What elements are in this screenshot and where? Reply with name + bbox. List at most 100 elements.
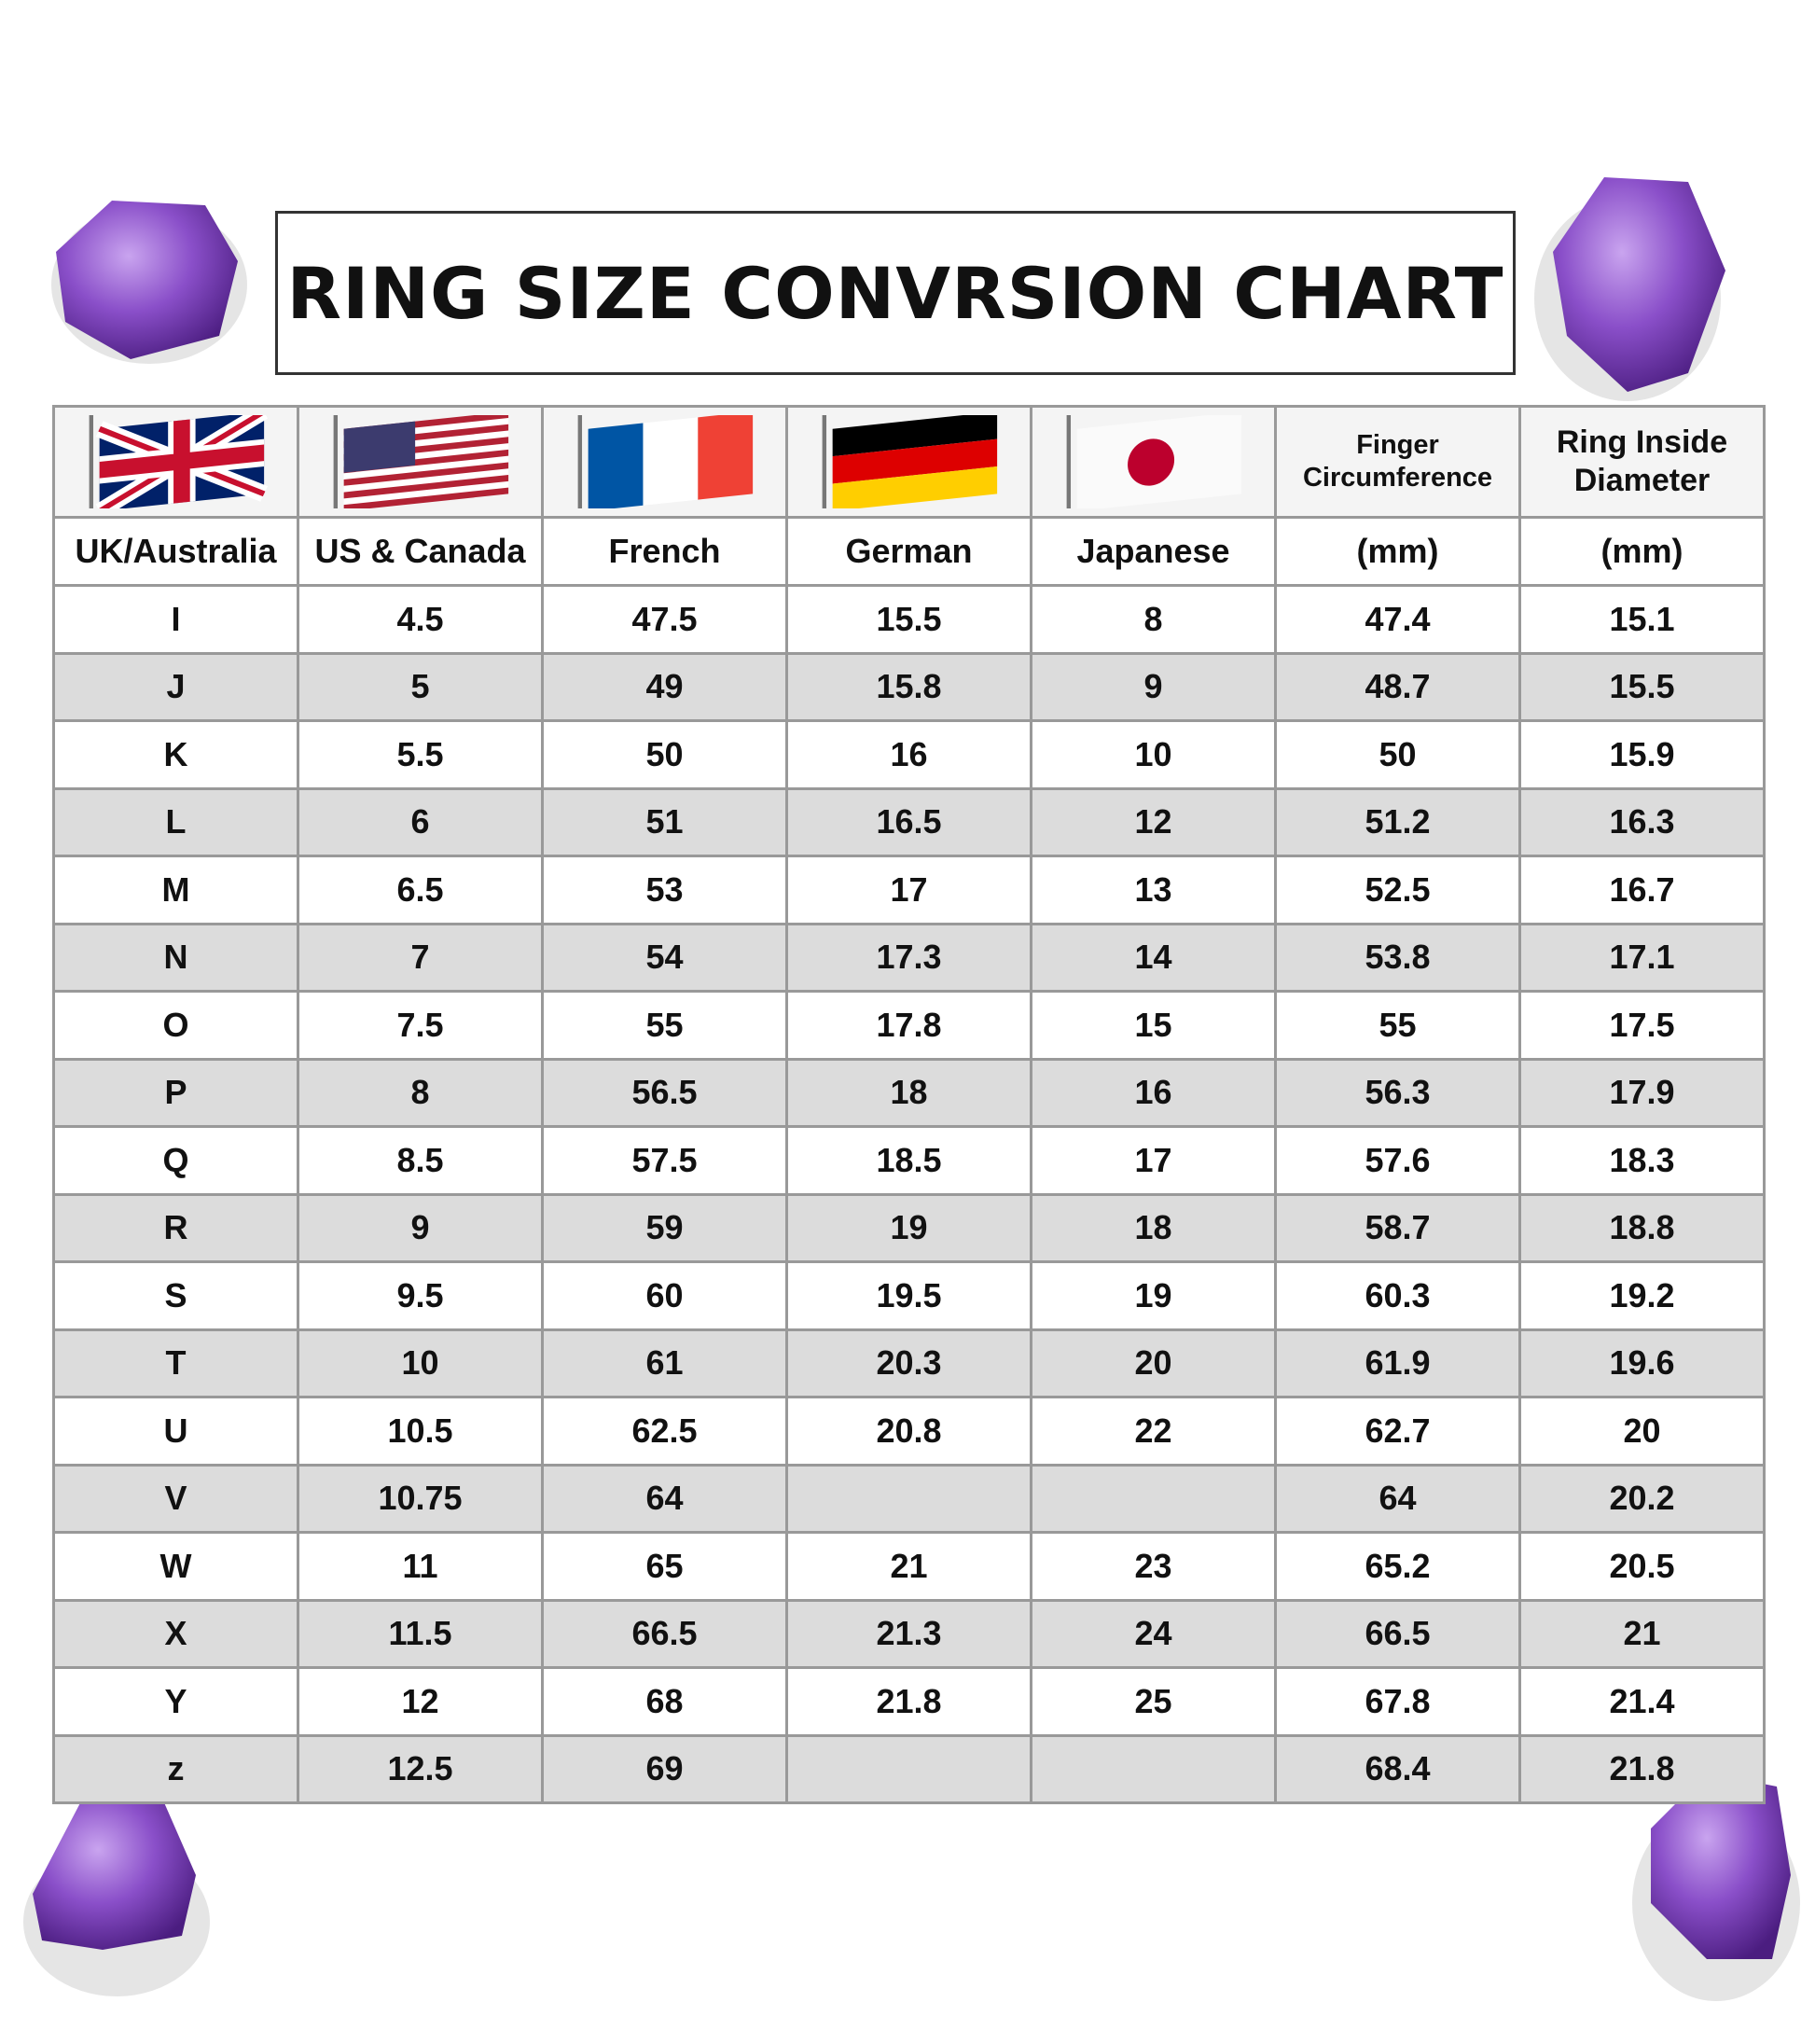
table-cell: 59 (544, 1195, 788, 1263)
table-cell: 55 (544, 993, 788, 1061)
table-cell (788, 1466, 1032, 1534)
table-cell: 15.1 (1521, 587, 1766, 655)
table-cell: 21.8 (1521, 1736, 1766, 1804)
table-cell: 15.8 (788, 654, 1032, 722)
table-row: z 12.5 69 68.4 21.8 (55, 1736, 1766, 1804)
column-label: Japanese (1032, 519, 1277, 587)
table-cell: 19.5 (788, 1263, 1032, 1331)
column-header: Ring Inside Diameter (1556, 424, 1728, 498)
table-cell: 48.7 (1277, 654, 1521, 722)
table-cell: 50 (1277, 722, 1521, 790)
table-cell: 66.5 (1277, 1601, 1521, 1669)
table-cell: N (55, 925, 299, 993)
table-cell: 18 (788, 1060, 1032, 1128)
size-table: Finger Circumference Ring Inside Diameter… (52, 405, 1766, 1804)
table-cell: 52.5 (1277, 857, 1521, 925)
table-cell: 16 (788, 722, 1032, 790)
table-cell: 16.5 (788, 789, 1032, 857)
table-row: R 9 59 19 18 58.7 18.8 (55, 1195, 1766, 1263)
table-cell: 21.3 (788, 1601, 1032, 1669)
table-cell: 60 (544, 1263, 788, 1331)
table-cell: 17.1 (1521, 925, 1766, 993)
table-row: K 5.5 50 16 10 50 15.9 (55, 722, 1766, 790)
table-cell: 61.9 (1277, 1330, 1521, 1398)
table-cell: 5 (299, 654, 544, 722)
chart-title: RING SIZE CONVRSION CHART (275, 211, 1516, 375)
table-cell: 20.2 (1521, 1466, 1766, 1534)
table-cell: 17 (788, 857, 1032, 925)
flag-us (333, 415, 508, 508)
table-cell: 17.9 (1521, 1060, 1766, 1128)
table-row: N 7 54 17.3 14 53.8 17.1 (55, 925, 1766, 993)
table-cell: 18.8 (1521, 1195, 1766, 1263)
table-cell: z (55, 1736, 299, 1804)
table-cell: 56.3 (1277, 1060, 1521, 1128)
table-cell: 13 (1032, 857, 1277, 925)
table-cell: 47.4 (1277, 587, 1521, 655)
table-cell: 18.3 (1521, 1128, 1766, 1196)
table-cell (1032, 1466, 1277, 1534)
table-cell: 20.5 (1521, 1534, 1766, 1602)
table-cell: 17.8 (788, 993, 1032, 1061)
table-cell: 69 (544, 1736, 788, 1804)
table-cell: 17.3 (788, 925, 1032, 993)
table-cell: 15.5 (1521, 654, 1766, 722)
gem (1534, 177, 1725, 401)
table-cell: 18.5 (788, 1128, 1032, 1196)
table-cell: Q (55, 1128, 299, 1196)
table-cell: 62.5 (544, 1398, 788, 1467)
table-cell: 19 (788, 1195, 1032, 1263)
header-cell (1032, 408, 1277, 519)
table-cell: 68.4 (1277, 1736, 1521, 1804)
table-cell: 25 (1032, 1669, 1277, 1737)
table-cell: 51.2 (1277, 789, 1521, 857)
table-row: S 9.5 60 19.5 19 60.3 19.2 (55, 1263, 1766, 1331)
table-row: L 6 51 16.5 12 51.2 16.3 (55, 789, 1766, 857)
table-row: Q 8.5 57.5 18.5 17 57.6 18.3 (55, 1128, 1766, 1196)
table-cell: U (55, 1398, 299, 1467)
table-cell: 58.7 (1277, 1195, 1521, 1263)
header-cell: Ring Inside Diameter (1521, 408, 1766, 519)
table-cell: 56.5 (544, 1060, 788, 1128)
header-cell: Finger Circumference (1277, 408, 1521, 519)
table-cell: 15 (1032, 993, 1277, 1061)
table-cell: 11.5 (299, 1601, 544, 1669)
table-cell: 14 (1032, 925, 1277, 993)
table-row: J 5 49 15.8 9 48.7 15.5 (55, 654, 1766, 722)
table-cell: 20.8 (788, 1398, 1032, 1467)
column-label: German (788, 519, 1032, 587)
column-label: UK/Australia (55, 519, 299, 587)
table-cell (788, 1736, 1032, 1804)
table-cell: 12.5 (299, 1736, 544, 1804)
table-cell: 19 (1032, 1263, 1277, 1331)
table-cell: 8 (299, 1060, 544, 1128)
table-cell: 21 (788, 1534, 1032, 1602)
table-row: O 7.5 55 17.8 15 55 17.5 (55, 993, 1766, 1061)
table-cell: 68 (544, 1669, 788, 1737)
table-cell: 53.8 (1277, 925, 1521, 993)
table-cell: 20.3 (788, 1330, 1032, 1398)
column-label: (mm) (1521, 519, 1766, 587)
table-cell: 57.5 (544, 1128, 788, 1196)
table-cell: 4.5 (299, 587, 544, 655)
table-cell: 8.5 (299, 1128, 544, 1196)
table-cell: 50 (544, 722, 788, 790)
gem (51, 201, 247, 364)
table-cell: 11 (299, 1534, 544, 1602)
table-cell: 5.5 (299, 722, 544, 790)
table-cell: 24 (1032, 1601, 1277, 1669)
table-row: T 10 61 20.3 20 61.9 19.6 (55, 1330, 1766, 1398)
table-cell: R (55, 1195, 299, 1263)
header-cell (544, 408, 788, 519)
table-cell: 65.2 (1277, 1534, 1521, 1602)
table-cell: 9 (1032, 654, 1277, 722)
table-row: U 10.5 62.5 20.8 22 62.7 20 (55, 1398, 1766, 1467)
table-cell: 12 (299, 1669, 544, 1737)
table-cell: 7 (299, 925, 544, 993)
header-row: Finger Circumference Ring Inside Diameter (55, 408, 1766, 519)
table-cell: 47.5 (544, 587, 788, 655)
gem (1632, 1773, 1800, 2001)
table-cell: 17 (1032, 1128, 1277, 1196)
table-cell: 15.5 (788, 587, 1032, 655)
